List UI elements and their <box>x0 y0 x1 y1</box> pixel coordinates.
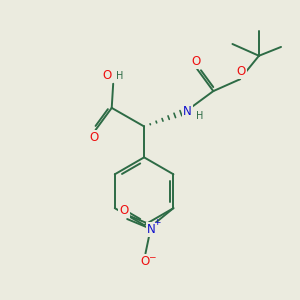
Text: O: O <box>120 204 129 217</box>
Text: −: − <box>148 252 155 261</box>
Text: H: H <box>196 111 204 121</box>
Text: H: H <box>116 70 123 80</box>
Text: O: O <box>89 131 99 144</box>
Text: O: O <box>237 65 246 78</box>
Text: O: O <box>102 69 111 82</box>
Text: O: O <box>191 55 200 68</box>
Text: O: O <box>141 255 150 268</box>
Text: N: N <box>183 105 192 118</box>
Text: N: N <box>147 223 156 236</box>
Text: +: + <box>153 218 160 227</box>
